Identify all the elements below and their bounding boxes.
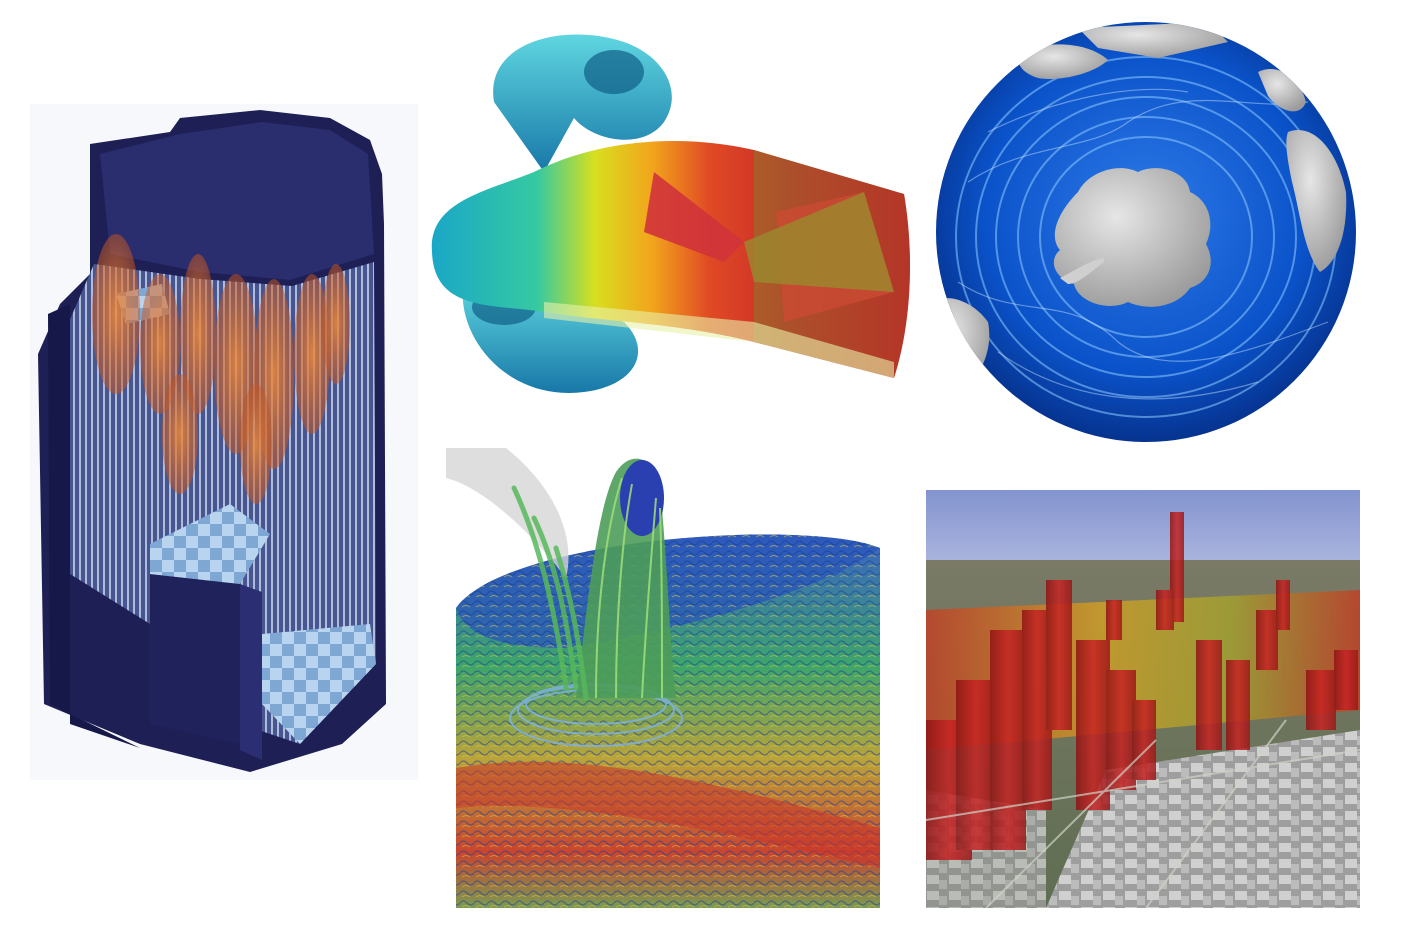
vortex-turbulence-visualization [446,448,882,908]
ocean-currents-globe [928,22,1368,442]
urban-data-3d-map [926,490,1360,908]
duct-flow-visualization [424,22,914,416]
reactor-core-visualization [30,104,418,780]
